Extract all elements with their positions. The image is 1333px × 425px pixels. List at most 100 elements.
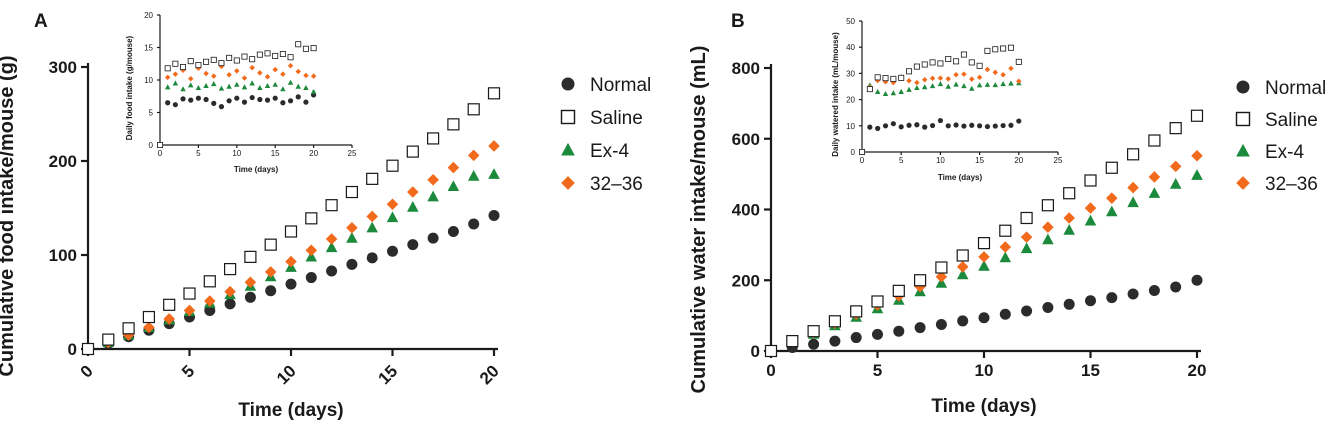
data-point: [914, 322, 926, 334]
data-point: [1106, 292, 1118, 304]
data-point: [218, 104, 225, 110]
data-point: [906, 86, 912, 92]
data-point: [295, 94, 301, 100]
data-point: [244, 250, 257, 263]
data-point: [850, 305, 863, 318]
data-point: [280, 86, 286, 92]
data-point: [366, 210, 378, 223]
data-point: [1127, 196, 1139, 208]
data-point: [929, 83, 936, 89]
data-point: [287, 54, 294, 61]
data-point: [1016, 118, 1022, 124]
data-point: [226, 98, 232, 104]
data-point: [264, 97, 271, 103]
data-point: [305, 244, 318, 257]
data-point: [447, 161, 460, 174]
data-point: [172, 80, 179, 86]
data-point: [1015, 58, 1022, 65]
data-point: [303, 99, 309, 105]
y-axis-label: Cumulative water intake/mouse (mL): [688, 46, 710, 394]
data-point: [406, 145, 419, 158]
data-point: [961, 71, 967, 77]
data-point: [874, 74, 881, 81]
data-point: [945, 83, 951, 89]
x-axis-label: Time (days): [238, 400, 343, 421]
data-point: [978, 312, 990, 324]
data-point: [914, 84, 920, 91]
data-point: [272, 95, 278, 101]
data-point: [1020, 231, 1033, 243]
data-point: [976, 62, 983, 69]
data-point: [183, 287, 196, 300]
data-point: [1148, 187, 1161, 198]
data-point: [1148, 171, 1161, 183]
data-point: [244, 276, 257, 289]
data-point: [256, 51, 263, 58]
data-point: [164, 84, 171, 90]
data-point: [280, 71, 286, 77]
x-tick-label: 25: [1054, 156, 1063, 165]
data-point: [226, 72, 232, 78]
data-point: [346, 258, 358, 270]
legend-marker: [1236, 80, 1250, 94]
data-point: [305, 250, 318, 262]
data-point: [180, 96, 186, 102]
x-tick-label: 10: [975, 361, 994, 380]
data-point: [1020, 211, 1033, 225]
y-tick-label: 200: [49, 152, 77, 171]
y-tick-label: 5: [149, 109, 154, 118]
y-tick-label: 20: [846, 96, 855, 105]
data-point: [914, 79, 920, 86]
data-point: [953, 122, 959, 128]
data-point: [1063, 212, 1075, 224]
x-tick-label: 25: [348, 149, 357, 158]
data-point: [226, 54, 233, 61]
data-point: [366, 172, 379, 185]
data-point: [366, 252, 378, 264]
data-point: [1127, 181, 1139, 194]
x-tick-label: 15: [1081, 361, 1100, 380]
x-tick-label: 15: [271, 149, 280, 158]
data-point: [386, 211, 399, 223]
series-normal: [859, 117, 1022, 155]
x-axis-label: Time (days): [931, 396, 1036, 417]
data-point: [1170, 281, 1182, 293]
y-tick-label: 50: [846, 17, 855, 26]
data-point: [1000, 81, 1006, 87]
data-point: [1020, 242, 1033, 254]
data-point: [163, 298, 176, 311]
data-point: [210, 56, 217, 63]
data-point: [223, 262, 237, 276]
y-tick-label: 300: [49, 58, 77, 77]
legend-marker: [1236, 143, 1250, 157]
data-point: [992, 69, 999, 76]
legend-a: Normal Saline Ex-4 32–36: [560, 75, 651, 195]
x-tick-label: 5: [178, 361, 198, 381]
data-point: [387, 245, 398, 257]
data-point: [807, 325, 820, 338]
data-point: [188, 97, 194, 103]
data-point: [898, 124, 904, 130]
data-point: [976, 74, 983, 81]
y-tick-label: 30: [846, 69, 855, 78]
data-point: [956, 261, 969, 273]
data-point: [285, 278, 297, 290]
data-point: [1000, 71, 1006, 78]
data-point: [882, 90, 889, 97]
data-point: [346, 221, 358, 234]
x-tick-label: 0: [77, 361, 97, 381]
data-point: [241, 84, 248, 90]
data-point: [183, 304, 196, 317]
data-point: [999, 251, 1012, 263]
data-point: [829, 335, 841, 347]
data-point: [1041, 199, 1055, 212]
data-point: [310, 88, 317, 94]
data-point: [1063, 298, 1075, 310]
data-point: [180, 86, 186, 92]
data-point: [1169, 177, 1182, 189]
data-point: [961, 123, 967, 129]
data-point: [426, 132, 440, 145]
legend-label: Saline: [1265, 110, 1318, 131]
data-point: [808, 338, 820, 350]
